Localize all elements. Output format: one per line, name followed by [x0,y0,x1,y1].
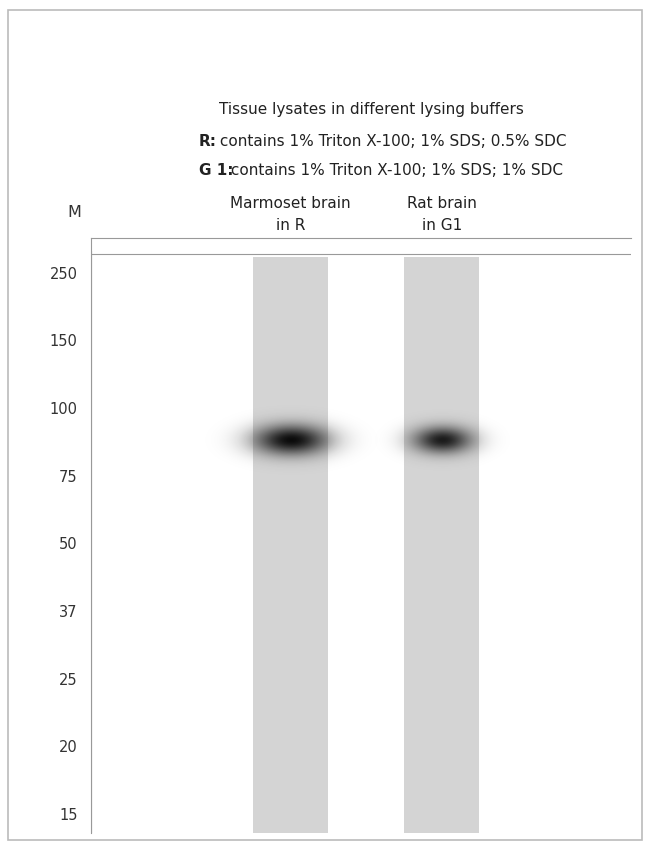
Text: 20: 20 [58,740,77,756]
Bar [253,257,328,833]
Text: contains 1% Triton X-100; 1% SDS; 0.5% SDC: contains 1% Triton X-100; 1% SDS; 0.5% S… [215,134,567,150]
Text: Marmoset brain: Marmoset brain [230,196,351,212]
Text: Tissue lysates in different lysing buffers: Tissue lysates in different lysing buffe… [219,102,524,117]
Text: R:: R: [199,134,217,150]
Text: G 1:: G 1: [199,163,233,178]
Text: 37: 37 [59,605,77,620]
Text: 15: 15 [59,808,77,823]
Text: 250: 250 [49,267,77,281]
Text: 100: 100 [49,402,77,416]
Text: Rat brain: Rat brain [407,196,476,212]
Text: in R: in R [276,218,306,233]
Text: 75: 75 [59,469,77,484]
Text: 150: 150 [49,334,77,349]
Text: contains 1% Triton X-100; 1% SDS; 1% SDC: contains 1% Triton X-100; 1% SDS; 1% SDC [226,163,563,178]
Text: M: M [68,205,82,220]
Text: 50: 50 [59,537,77,553]
Text: in G1: in G1 [422,218,462,233]
Bar [404,257,480,833]
Text: 25: 25 [59,672,77,688]
